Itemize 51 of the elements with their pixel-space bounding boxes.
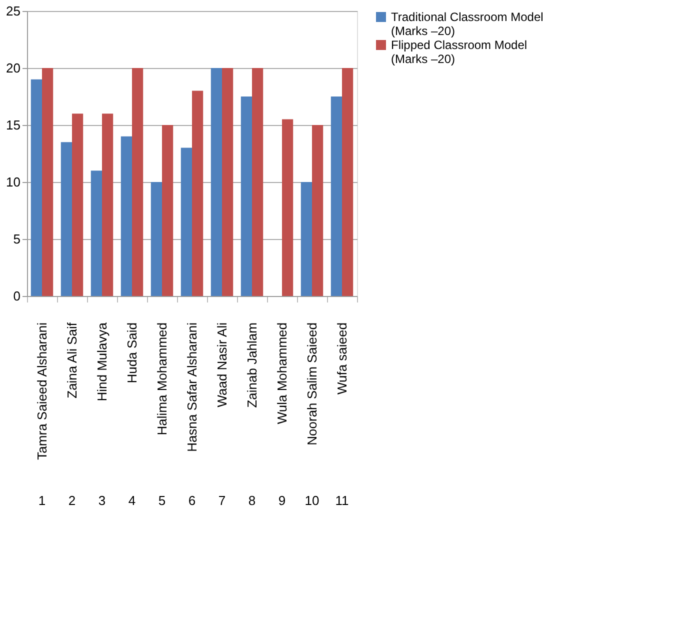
x-tick-label: Zainab Jahlam — [244, 322, 260, 408]
x-tick-label: Wula Mohammed — [274, 322, 290, 424]
text: 2 — [68, 493, 76, 508]
x-tick-label: Zaina Ali Saif — [64, 322, 80, 398]
bar — [252, 68, 264, 296]
bar — [312, 125, 324, 296]
x-tick-label: Tamra Saieed Alsharani — [34, 322, 50, 460]
x-tick-label: Waad Nasir Ali — [214, 322, 230, 408]
bar — [30, 79, 42, 296]
text: 10 — [304, 493, 320, 508]
bar — [300, 182, 312, 296]
bar — [192, 90, 204, 296]
bar — [90, 170, 102, 296]
bar — [72, 114, 84, 296]
y-tick-label: 20 — [6, 60, 20, 76]
x-tick-label: Wufa saieed — [334, 322, 350, 395]
text: 5 — [158, 493, 166, 508]
bar — [342, 68, 354, 296]
text: 11 — [335, 493, 349, 508]
text: 1 — [38, 493, 46, 508]
bar — [330, 96, 342, 296]
y-tick-label: 25 — [6, 4, 20, 18]
x-tick-label: Hind Mulavya — [94, 322, 110, 402]
y-tick-label: 10 — [6, 174, 20, 190]
text: 7 — [218, 493, 226, 508]
bar — [150, 182, 162, 296]
legend-label: Traditional Classroom Model (Marks –20) — [391, 10, 544, 38]
x-tick-label: Huda Said — [124, 322, 140, 384]
bar — [102, 114, 114, 296]
bar — [222, 68, 234, 296]
bar — [282, 119, 294, 296]
legend-label: Flipped Classroom Model (Marks –20) — [391, 38, 528, 66]
text: 8 — [248, 493, 256, 508]
bar — [132, 68, 144, 296]
text: 9 — [278, 493, 286, 508]
bar — [42, 68, 54, 296]
bar — [240, 96, 252, 296]
y-tick-label: 5 — [13, 232, 20, 246]
text: 6 — [188, 493, 196, 508]
y-tick-label: 15 — [6, 118, 20, 132]
bar — [120, 136, 132, 296]
bar — [180, 148, 192, 296]
x-tick-label: Noorah Salim Saieed — [304, 322, 320, 446]
x-tick-label: Halima Mohammed — [154, 322, 170, 436]
bar — [210, 68, 222, 296]
bar — [162, 125, 174, 296]
text: 4 — [128, 493, 136, 508]
bar — [60, 142, 72, 296]
x-tick-label: Hasna Safar Alsharani — [184, 322, 200, 452]
text: 3 — [98, 493, 106, 508]
y-tick-label: 0 — [13, 288, 20, 304]
